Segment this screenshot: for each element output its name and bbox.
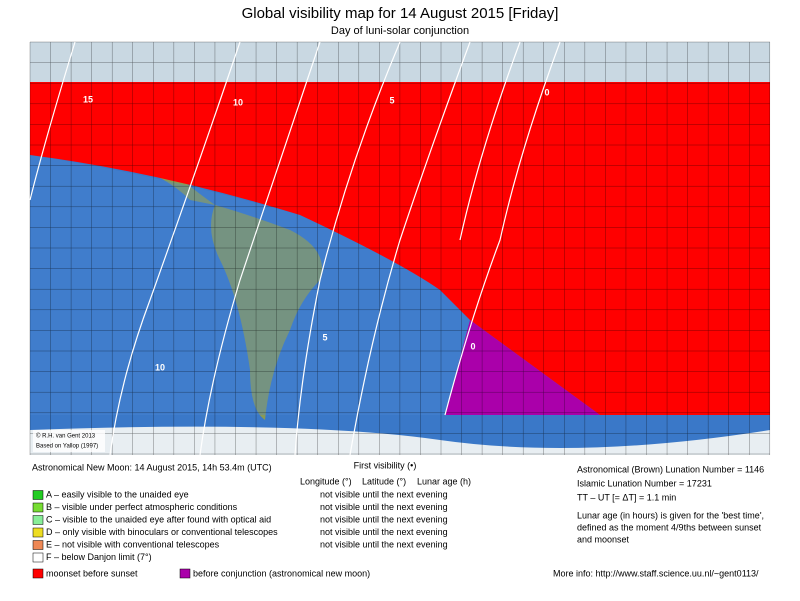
swatch	[32, 502, 44, 513]
swatch	[32, 568, 44, 579]
legend-label: A – easily visible to the unaided eye	[46, 489, 189, 499]
column: Latitude (°)	[362, 476, 406, 486]
swatch	[32, 515, 44, 525]
more-info: More info: http://www.staff.science.uu.n…	[553, 568, 759, 578]
status: not visible until the next evening	[320, 527, 448, 537]
contour-label: 10	[233, 97, 243, 107]
info-line: Islamic Lunation Number = 17231	[577, 478, 712, 488]
first-visibility: First visibility (•)	[354, 460, 417, 470]
info-line: Astronomical (Brown) Lunation Number = 1…	[577, 464, 764, 474]
subtitle: Day of luni-solar conjunction	[331, 25, 469, 37]
ocean-shade	[30, 155, 470, 415]
swatch	[32, 527, 44, 538]
legend-label: B – visible under perfect atmospheric co…	[46, 502, 238, 512]
contours	[29, 41, 561, 456]
graticule	[29, 41, 770, 455]
legend-label: E – not visible with conventional telesc…	[46, 539, 220, 549]
map: © R.H. van Gent 2013 Based on Yallop (19…	[29, 41, 770, 456]
swatch	[32, 490, 44, 500]
column: Lunar age (h)	[417, 476, 471, 486]
contour-label: 5	[322, 332, 327, 342]
contour	[109, 41, 241, 456]
status: not visible until the next evening	[320, 489, 448, 499]
swatch	[32, 552, 44, 563]
conjunction-region	[445, 320, 600, 415]
new-moon: Astronomical New Moon: 14 August 2015, 1…	[32, 462, 272, 472]
legend-label: moonset before sunset	[46, 568, 138, 578]
legend-label: D – only visible with binoculars or conv…	[46, 527, 278, 537]
swatch	[32, 540, 44, 550]
info-line: TT – UT [= ΔT] = 1.1 min	[577, 492, 676, 502]
status: not visible until the next evening	[320, 502, 448, 512]
credit-box	[33, 430, 105, 452]
legend-label: F – below Danjon limit (7°)	[46, 552, 152, 562]
contour	[349, 41, 471, 456]
column: Longitude (°)	[300, 476, 352, 486]
status: not visible until the next evening	[320, 539, 448, 549]
credit: © R.H. van Gent 2013	[36, 433, 96, 440]
contour	[199, 41, 321, 456]
swatch	[179, 568, 191, 579]
south-america	[211, 205, 322, 420]
contour-label: 10	[155, 362, 165, 372]
status: not visible until the next evening	[320, 514, 448, 524]
contour-label: 0	[470, 341, 475, 351]
contour	[294, 41, 401, 456]
contour	[29, 41, 76, 201]
legend-label: before conjunction (astronomical new moo…	[193, 568, 370, 578]
contour-label: 15	[83, 94, 93, 104]
note: and moonset	[577, 534, 630, 544]
contour-label: 5	[389, 95, 394, 105]
note: Lunar age (in hours) is given for the 'b…	[577, 510, 764, 520]
contour	[444, 41, 561, 416]
note: defined as the moment 4/9ths between sun…	[577, 522, 762, 532]
credit: Based on Yallop (1997)	[36, 444, 98, 450]
contour	[459, 41, 521, 241]
legend-label: C – visible to the unaided eye after fou…	[46, 514, 271, 524]
contour-label: 0	[544, 87, 549, 97]
title: Global visibility map for 14 August 2015…	[242, 5, 559, 22]
